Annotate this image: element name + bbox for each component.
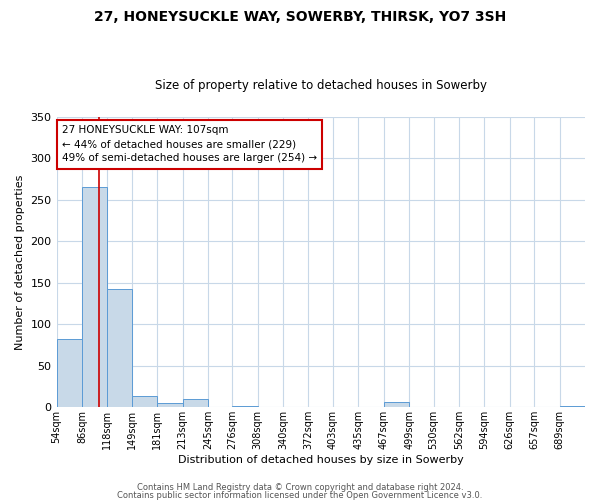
Bar xyxy=(384,402,409,407)
Y-axis label: Number of detached properties: Number of detached properties xyxy=(15,174,25,350)
Bar xyxy=(560,406,585,408)
Bar xyxy=(132,396,157,407)
Text: Contains public sector information licensed under the Open Government Licence v3: Contains public sector information licen… xyxy=(118,490,482,500)
Text: Contains HM Land Registry data © Crown copyright and database right 2024.: Contains HM Land Registry data © Crown c… xyxy=(137,484,463,492)
Title: Size of property relative to detached houses in Sowerby: Size of property relative to detached ho… xyxy=(155,79,487,92)
Bar xyxy=(82,188,107,408)
Bar xyxy=(182,399,208,407)
Text: 27, HONEYSUCKLE WAY, SOWERBY, THIRSK, YO7 3SH: 27, HONEYSUCKLE WAY, SOWERBY, THIRSK, YO… xyxy=(94,10,506,24)
X-axis label: Distribution of detached houses by size in Sowerby: Distribution of detached houses by size … xyxy=(178,455,464,465)
Bar xyxy=(232,406,258,407)
Bar xyxy=(157,403,182,407)
Bar xyxy=(56,339,82,407)
Bar xyxy=(107,290,132,408)
Text: 27 HONEYSUCKLE WAY: 107sqm
← 44% of detached houses are smaller (229)
49% of sem: 27 HONEYSUCKLE WAY: 107sqm ← 44% of deta… xyxy=(62,126,317,164)
